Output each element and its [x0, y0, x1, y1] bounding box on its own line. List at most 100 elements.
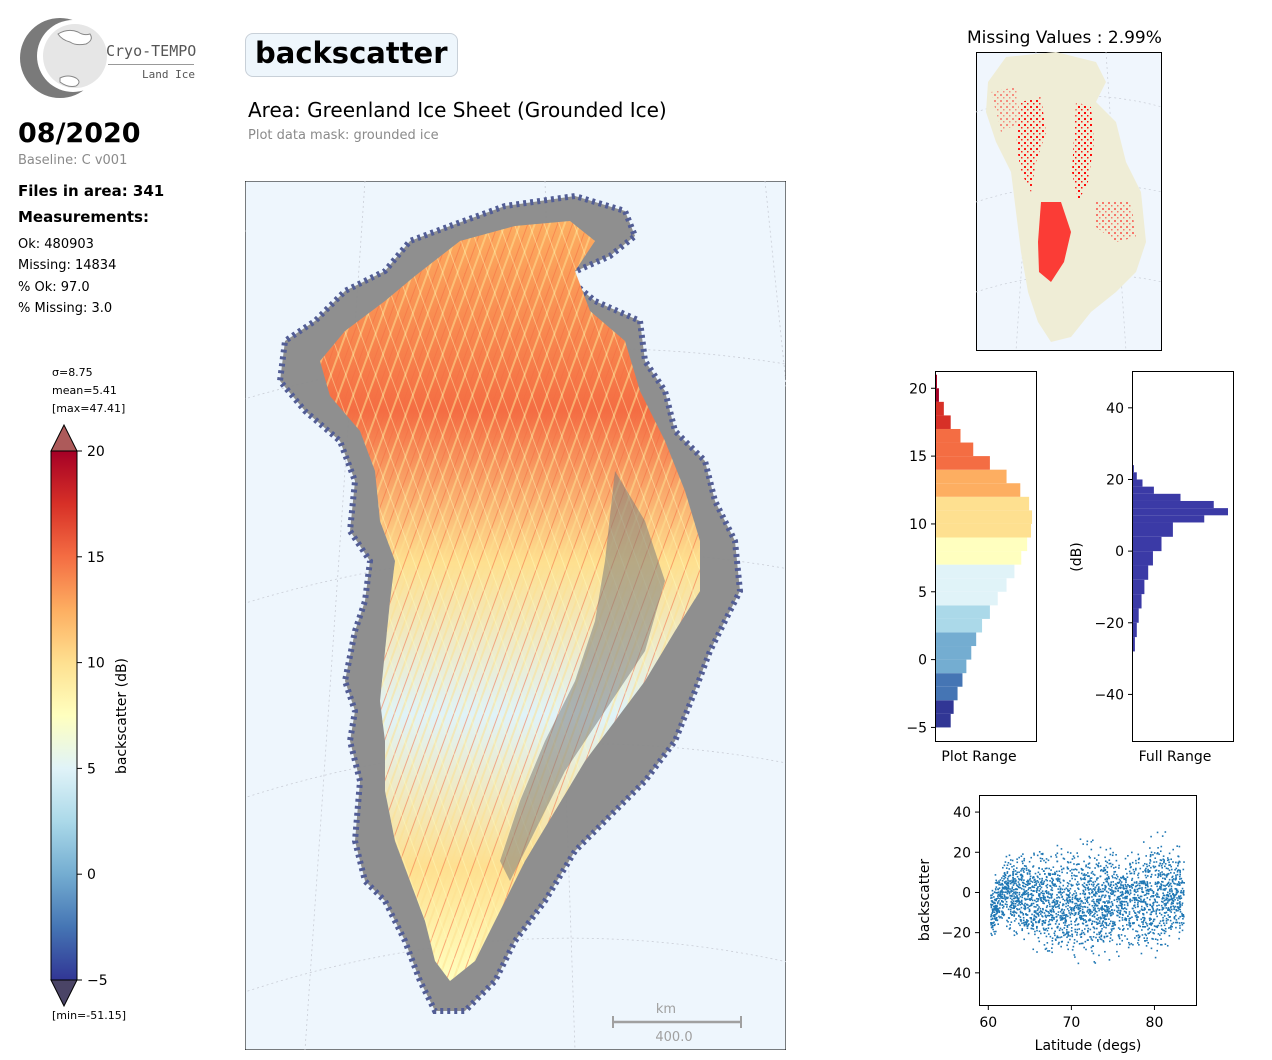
scatter-point	[1140, 881, 1143, 883]
scatter-point	[1089, 919, 1092, 922]
scatter-point	[1156, 942, 1159, 945]
scatter-point	[1021, 922, 1023, 925]
scatter-point	[1171, 876, 1173, 879]
scatter-point	[1054, 871, 1056, 874]
scatter-point	[1074, 912, 1077, 914]
scatter-point	[1009, 880, 1011, 883]
scatter-point	[1002, 891, 1004, 893]
scatter-point	[1087, 929, 1089, 932]
scatter-point	[1046, 942, 1049, 944]
scatter-point	[1119, 913, 1122, 916]
scatter-point	[1059, 917, 1062, 919]
scatter-point	[1023, 938, 1025, 941]
scatter-point	[1017, 899, 1020, 901]
scatter-point	[1153, 925, 1156, 927]
scatter-point	[1028, 905, 1031, 908]
scatter-point	[1031, 885, 1033, 888]
scatter-point	[1146, 923, 1148, 925]
scatter-point	[1039, 885, 1041, 887]
scatter-point	[1084, 902, 1087, 904]
scatter-point	[1175, 921, 1177, 924]
scatter-point	[1087, 872, 1089, 874]
scatter-point	[1001, 904, 1004, 906]
scatter-point	[1047, 872, 1050, 875]
scatter-point	[1129, 925, 1131, 928]
scatter-point	[1046, 883, 1049, 886]
scatter-point	[1124, 857, 1127, 860]
scatter-point	[1099, 918, 1102, 920]
scatter-point	[997, 901, 999, 904]
scatter-point	[1008, 928, 1011, 930]
scatter-point	[1089, 909, 1091, 912]
scatter-point	[1079, 877, 1082, 880]
scatter-point	[1114, 877, 1116, 879]
scatter-point	[1134, 869, 1137, 871]
scatter-point	[1029, 904, 1032, 907]
scatter-point	[1043, 928, 1045, 931]
scatter-point	[1023, 924, 1026, 927]
scatter-point	[1073, 905, 1076, 908]
scatter-point	[1109, 912, 1112, 915]
scatter-point	[1121, 903, 1123, 906]
scatter-point	[1059, 901, 1061, 904]
scatter-point	[1179, 873, 1181, 876]
scatter-point	[1078, 912, 1080, 915]
scatter-point	[1169, 892, 1171, 895]
scatter-point	[1141, 886, 1143, 889]
colorbar-tick-label: 10	[87, 656, 105, 672]
scatter-point	[995, 917, 997, 920]
scatter-point	[1078, 943, 1081, 945]
scatter-point	[993, 896, 995, 898]
scatter-point	[1175, 919, 1178, 921]
scatter-point	[1037, 920, 1040, 923]
scatter-point	[1142, 882, 1145, 885]
scatter-point	[1092, 936, 1095, 938]
scatter-point	[1074, 902, 1076, 905]
scatter-point	[996, 882, 998, 885]
scatter-point	[995, 891, 998, 894]
scatter-point	[1140, 900, 1143, 903]
scatter-point	[1026, 883, 1028, 886]
scatter-point	[1089, 914, 1091, 916]
plot-range-bar	[936, 537, 1028, 552]
scatter-point	[1096, 904, 1099, 907]
scatter-point	[1102, 924, 1104, 927]
scatter-point	[1088, 867, 1091, 869]
missing-points-cluster-5	[991, 87, 1021, 132]
scatter-point	[1146, 924, 1149, 927]
scatter-point	[1178, 875, 1181, 878]
scatter-point	[1021, 878, 1023, 880]
scatter-point	[1047, 899, 1050, 902]
scatter-point	[1139, 867, 1142, 870]
scatter-point	[1031, 913, 1033, 916]
scatter-point	[1150, 851, 1153, 854]
scatter-point	[1136, 919, 1139, 921]
scatter-point	[1120, 900, 1123, 903]
scatter-point	[1105, 935, 1108, 938]
scatter-point	[1051, 878, 1054, 880]
scatter-point	[1181, 913, 1184, 916]
scatter-point	[1183, 882, 1186, 884]
scatter-point	[1095, 884, 1098, 887]
scatter-point	[1026, 904, 1029, 906]
scatter-point	[1106, 902, 1109, 904]
scatter-point	[1156, 892, 1158, 895]
scatter-point	[1109, 920, 1112, 923]
plot-range-bar	[936, 632, 977, 647]
scatter-point	[1120, 902, 1123, 905]
scatter-point	[1180, 882, 1183, 884]
scatter-point	[1180, 897, 1183, 899]
scatter-point	[1112, 928, 1114, 930]
scatter-point	[1078, 883, 1080, 885]
scatter-point	[1075, 883, 1078, 885]
scatter-point	[990, 915, 992, 918]
scatter-point	[1099, 865, 1102, 867]
scatter-point	[998, 900, 1000, 902]
scatter-point	[1169, 919, 1172, 922]
scatter-point	[1108, 887, 1110, 890]
scatter-point	[1156, 908, 1159, 910]
scatter-point	[1113, 867, 1115, 869]
scatter-point	[1056, 901, 1059, 903]
scatter-point	[1059, 910, 1062, 913]
scatter-point	[1066, 899, 1068, 902]
